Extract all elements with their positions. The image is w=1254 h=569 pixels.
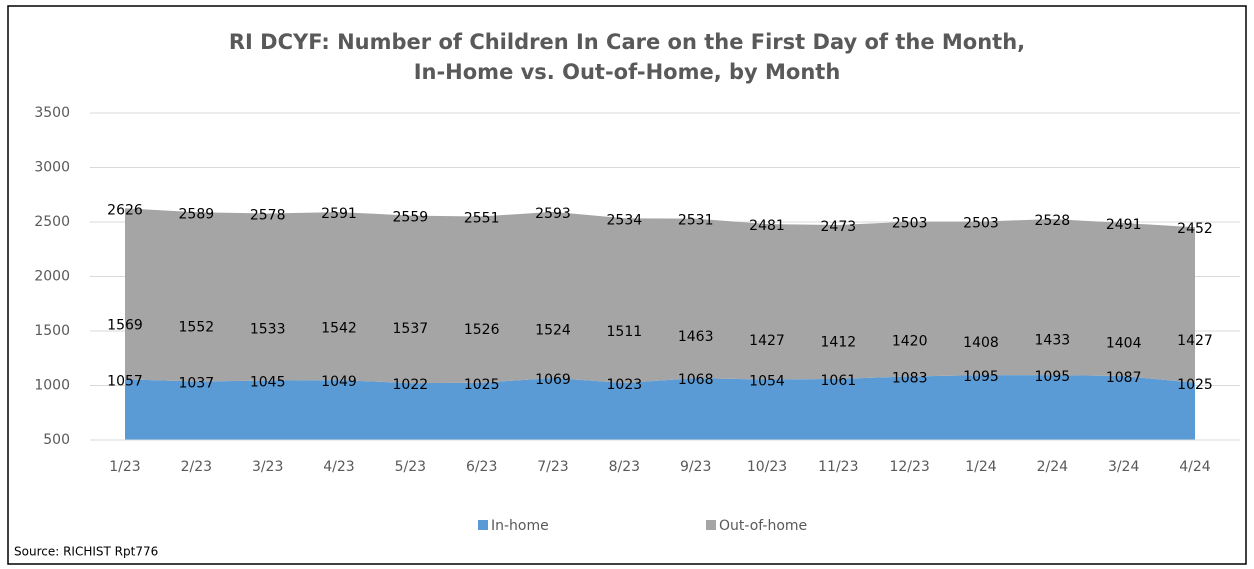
legend-swatch: [478, 520, 488, 530]
legend-label: In-home: [491, 518, 549, 534]
data-label: 1427: [1177, 333, 1213, 349]
legend-label: Out-of-home: [719, 518, 807, 534]
data-label: 1025: [464, 377, 500, 393]
data-label: 1061: [821, 373, 857, 389]
data-label: 1045: [250, 375, 286, 391]
data-label: 1069: [535, 372, 571, 388]
total-label: 2531: [678, 213, 714, 229]
data-label: 1022: [393, 377, 429, 393]
data-label: 1404: [1106, 335, 1142, 351]
data-label: 1537: [393, 321, 429, 337]
data-label: 1023: [607, 377, 643, 393]
total-label: 2503: [892, 216, 928, 232]
total-label: 2626: [107, 202, 143, 218]
x-tick-label: 1/23: [109, 459, 140, 475]
data-label: 1412: [821, 335, 857, 351]
x-tick-label: 4/23: [323, 459, 354, 475]
x-tick-label: 4/24: [1179, 459, 1211, 475]
x-tick-label: 8/23: [609, 459, 640, 475]
x-tick-label: 11/23: [818, 459, 858, 475]
data-label: 1569: [107, 317, 143, 333]
total-label: 2452: [1177, 221, 1213, 237]
data-label: 1095: [1035, 369, 1071, 385]
data-label: 1524: [535, 322, 571, 338]
chart-title: RI DCYF: Number of Children In Care on t…: [229, 30, 1025, 54]
data-label: 1526: [464, 322, 500, 338]
data-label: 1433: [1035, 332, 1071, 348]
total-label: 2593: [535, 206, 571, 222]
data-label: 1037: [179, 375, 215, 391]
source-note: Source: RICHIST Rpt776: [14, 545, 158, 559]
x-tick-label: 3/24: [1108, 459, 1140, 475]
x-tick-label: 5/23: [395, 459, 426, 475]
y-tick-label: 1000: [34, 378, 70, 394]
y-tick-label: 2000: [34, 269, 70, 285]
y-tick-label: 2500: [34, 214, 70, 230]
data-label: 1083: [892, 370, 928, 386]
data-label: 1463: [678, 329, 714, 345]
y-tick-label: 500: [43, 432, 70, 448]
total-label: 2551: [464, 210, 500, 226]
x-tick-label: 3/23: [252, 459, 283, 475]
total-label: 2589: [179, 206, 215, 222]
data-label: 1533: [250, 321, 286, 337]
data-label: 1025: [1177, 377, 1213, 393]
total-label: 2481: [749, 218, 785, 234]
total-label: 2528: [1035, 213, 1071, 229]
x-tick-label: 2/23: [181, 459, 212, 475]
data-label: 1054: [749, 374, 785, 390]
data-label: 1068: [678, 372, 714, 388]
x-tick-label: 6/23: [466, 459, 497, 475]
total-label: 2491: [1106, 217, 1142, 233]
data-label: 1511: [607, 324, 643, 340]
total-label: 2559: [393, 210, 429, 226]
total-label: 2534: [607, 212, 643, 228]
chart-title: In-Home vs. Out-of-Home, by Month: [414, 60, 841, 84]
data-label: 1427: [749, 333, 785, 349]
legend-swatch: [706, 520, 716, 530]
x-tick-label: 12/23: [889, 459, 929, 475]
area: [125, 375, 1195, 440]
data-label: 1087: [1106, 370, 1142, 386]
data-label: 1049: [321, 374, 357, 390]
data-label: 1057: [107, 373, 143, 389]
x-tick-label: 1/24: [965, 459, 997, 475]
total-label: 2591: [321, 206, 357, 222]
data-label: 1408: [963, 335, 999, 351]
y-tick-label: 3000: [34, 160, 70, 176]
data-label: 1095: [963, 369, 999, 385]
data-label: 1542: [321, 320, 357, 336]
x-tick-label: 10/23: [747, 459, 787, 475]
total-label: 2503: [963, 216, 999, 232]
x-tick-label: 7/23: [537, 459, 568, 475]
area: [125, 208, 1195, 384]
y-tick-label: 1500: [34, 323, 70, 339]
data-label: 1552: [179, 319, 215, 335]
x-tick-label: 2/24: [1037, 459, 1069, 475]
total-label: 2473: [821, 219, 857, 235]
y-tick-label: 3500: [34, 105, 70, 121]
x-tick-label: 9/23: [680, 459, 711, 475]
data-label: 1420: [892, 334, 928, 350]
total-label: 2578: [250, 207, 286, 223]
